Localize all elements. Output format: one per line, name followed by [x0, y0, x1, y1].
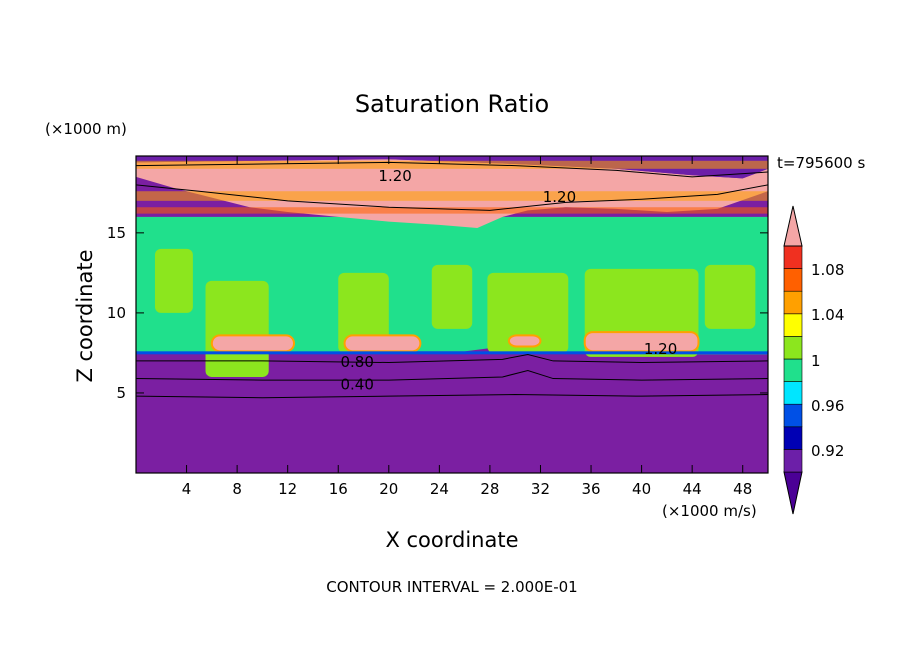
contour-labels: 1.20 0.80 0.40 1.20 1.20 — [340, 167, 677, 393]
y-tick-label: 15 — [107, 224, 126, 242]
contour-label: 0.80 — [340, 353, 373, 371]
colorbar-swatch — [783, 358, 803, 382]
field-patch-supersat-1 — [343, 334, 422, 353]
field-patch-moist-4 — [704, 264, 756, 329]
contour-line-3 — [136, 184, 768, 211]
colorbar-label: 1.08 — [811, 261, 844, 279]
colorbar-label: 0.92 — [811, 442, 844, 460]
field-patch-cloud-base — [136, 351, 768, 355]
x-tick-label: 44 — [683, 480, 702, 498]
axis-ticks — [136, 156, 768, 473]
field-patch-moist-6 — [431, 264, 473, 329]
y-tick-label: 10 — [107, 304, 126, 322]
colorbar-swatch — [783, 426, 803, 450]
field-patch-supersat-2 — [507, 334, 542, 348]
contour-line-4 — [136, 161, 768, 178]
field-patch-moist-5 — [154, 248, 193, 313]
field-patch-moist-0 — [205, 280, 269, 377]
x-tick-label: 40 — [632, 480, 651, 498]
colorbar-swatch — [783, 381, 803, 405]
x-tick-label: 4 — [182, 480, 192, 498]
x-tick-label: 28 — [480, 480, 499, 498]
y-unit-label: (×1000 m) — [45, 120, 127, 138]
contour-interval-note: CONTOUR INTERVAL = 2.000E-01 — [326, 578, 577, 596]
colorbar-swatch — [783, 290, 803, 315]
contour-line-0 — [136, 354, 768, 364]
chart-title: Saturation Ratio — [355, 90, 549, 118]
field-patch-edge-1 — [136, 207, 768, 214]
contour-label: 1.20 — [644, 340, 677, 358]
x-tick-label: 8 — [232, 480, 242, 498]
colorbar-swatch — [783, 336, 803, 360]
x-tick-label: 24 — [430, 480, 449, 498]
colorbar: 0.92 0.96 1 1.04 1.08 — [783, 205, 844, 515]
field-patch-edge-2 — [136, 160, 768, 169]
colorbar-extend-high — [783, 205, 803, 247]
colorbar-extend-low — [783, 471, 803, 515]
contour-label: 1.20 — [378, 167, 411, 185]
colorbar-label: 1.04 — [811, 306, 844, 324]
plot-frame — [135, 155, 769, 474]
contour-line-1 — [136, 370, 768, 381]
field-patch-moist-2 — [487, 272, 569, 353]
x-tick-label: 20 — [379, 480, 398, 498]
x-tick-label: 12 — [278, 480, 297, 498]
time-label: t=795600 s — [777, 154, 865, 172]
y-axis-label: Z coordinate — [73, 249, 97, 382]
field-patch-supersat-0 — [210, 334, 295, 353]
x-tick-label: 16 — [329, 480, 348, 498]
y-tick-label: 5 — [116, 384, 126, 402]
x-tick-label: 48 — [733, 480, 752, 498]
x-axis-label: X coordinate — [385, 528, 518, 552]
x-tick-label: 32 — [531, 480, 550, 498]
colorbar-swatch — [783, 268, 803, 292]
colorbar-label: 1 — [811, 352, 821, 370]
contour-line-2 — [136, 394, 768, 399]
colorbar-swatch — [783, 449, 803, 473]
field-patch-supersat-3 — [583, 331, 700, 353]
colorbar-swatch — [783, 403, 803, 428]
contour-label: 0.40 — [340, 375, 373, 393]
contour-lines — [136, 161, 768, 399]
field-patch-moist-1 — [338, 272, 389, 353]
field-patches — [136, 160, 768, 377]
plot-area — [136, 156, 768, 473]
colorbar-swatch — [783, 313, 803, 337]
contour-label: 1.20 — [543, 188, 576, 206]
x-tick-label: 36 — [581, 480, 600, 498]
colorbar-swatch — [783, 245, 803, 269]
x-unit-label: (×1000 m/s) — [662, 502, 757, 520]
field-patch-edge-0 — [136, 191, 768, 201]
colorbar-label: 0.96 — [811, 397, 844, 415]
